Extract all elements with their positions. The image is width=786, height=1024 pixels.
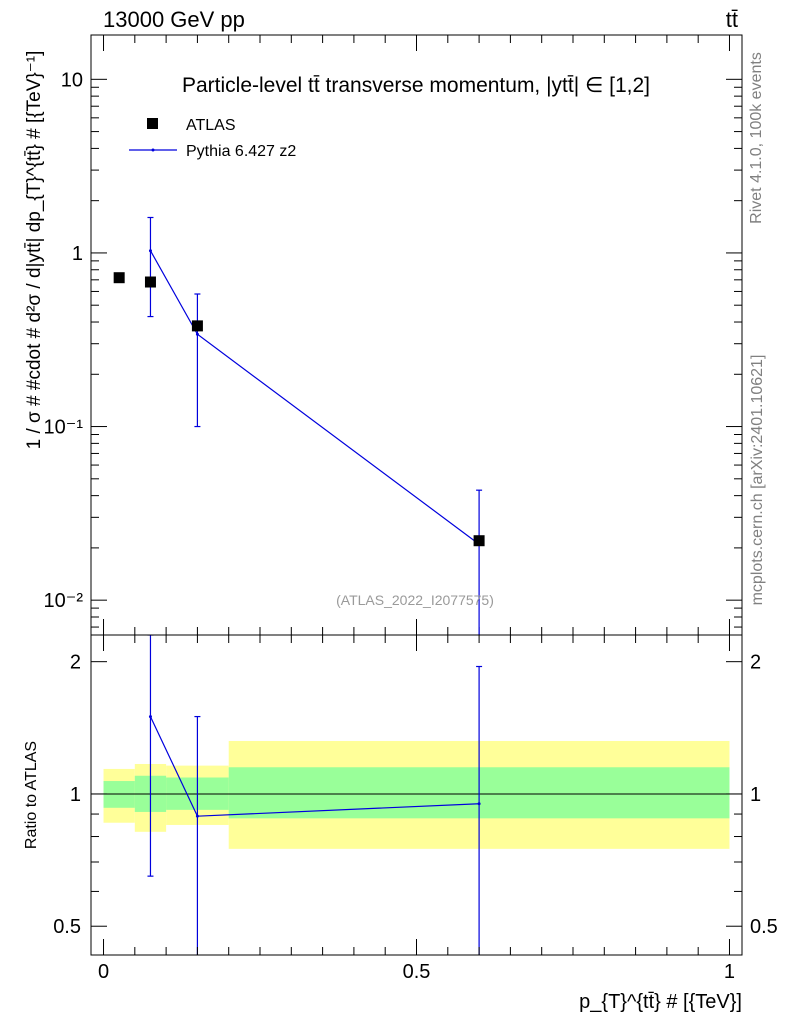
ratio-mc-point (195, 814, 199, 818)
ratio-mc-point (148, 715, 152, 719)
ratio-y-ticks: 2 2 1 1 0.5 0.5 (53, 652, 778, 939)
ratio-y-tick-label-right: 2 (750, 652, 761, 674)
main-y-tick-label: 10⁻² (44, 590, 84, 612)
legend-mc-label: Pythia 6.427 z2 (186, 143, 296, 160)
mcplots-label: mcplots.cern.ch [arXiv:2401.10621] (749, 355, 766, 606)
main-y-tick-label: 10⁻¹ (44, 417, 84, 439)
ratio-x-ticks: 0 0.5 1 (98, 635, 735, 983)
header-right: tt̄ (726, 7, 738, 32)
legend-data-marker (147, 118, 158, 129)
legend-data-label: ATLAS (186, 117, 236, 134)
legend: ATLAS Pythia 6.427 z2 (129, 117, 296, 160)
x-tick-label: 0.5 (403, 961, 431, 983)
ratio-y-tick-label-left: 0.5 (53, 916, 81, 938)
ratio-y-tick-label-right: 1 (750, 784, 761, 806)
ratio-y-tick-label-left: 2 (70, 652, 81, 674)
mc-point (148, 249, 152, 253)
x-tick-label: 0 (98, 961, 109, 983)
atlas-data-point (113, 272, 125, 284)
main-y-axis-label: 1 / σ # #cdot # d²σ / d|ytt̄| dp_{T}^{tt… (24, 51, 45, 450)
atlas-data-point (473, 535, 485, 547)
x-axis-label: p_{T}^{tt̄} # [{TeV}] (579, 991, 742, 1013)
mc-point (195, 332, 199, 336)
ratio-y-tick-label-right: 0.5 (750, 916, 778, 938)
main-y-ticks: 10 1 10⁻¹ 10⁻² (44, 69, 742, 628)
main-chart-title: Particle-level tt̄ transverse momentum, … (182, 74, 650, 97)
main-series (113, 216, 485, 635)
ratio-y-tick-label-left: 1 (70, 784, 81, 806)
ratio-mc-point (477, 802, 481, 806)
legend-mc-marker (151, 148, 155, 152)
main-y-tick-label: 1 (72, 243, 83, 265)
ratio-y-axis-label: Ratio to ATLAS (23, 741, 40, 849)
atlas-data-point (144, 276, 156, 288)
x-tick-label: 1 (724, 961, 735, 983)
mc-line (149, 250, 480, 545)
header-left: 13000 GeV pp (103, 7, 245, 32)
ratio-series (147, 635, 483, 955)
ratio-panel: 2 21 10.5 0.5 0 0.5 1 Ratio to ATLAS p_{T}^{t… (23, 634, 778, 1013)
main-y-tick-label: 10 (61, 69, 83, 91)
rivet-version-label: Rivet 4.1.0, 100k events (748, 52, 765, 224)
analysis-watermark: (ATLAS_2022_I2077575) (336, 592, 494, 608)
atlas-data-point (191, 320, 203, 332)
main-panel: 10 1 10⁻¹ 10⁻² Particle-level tt̄ transvers… (24, 34, 743, 636)
